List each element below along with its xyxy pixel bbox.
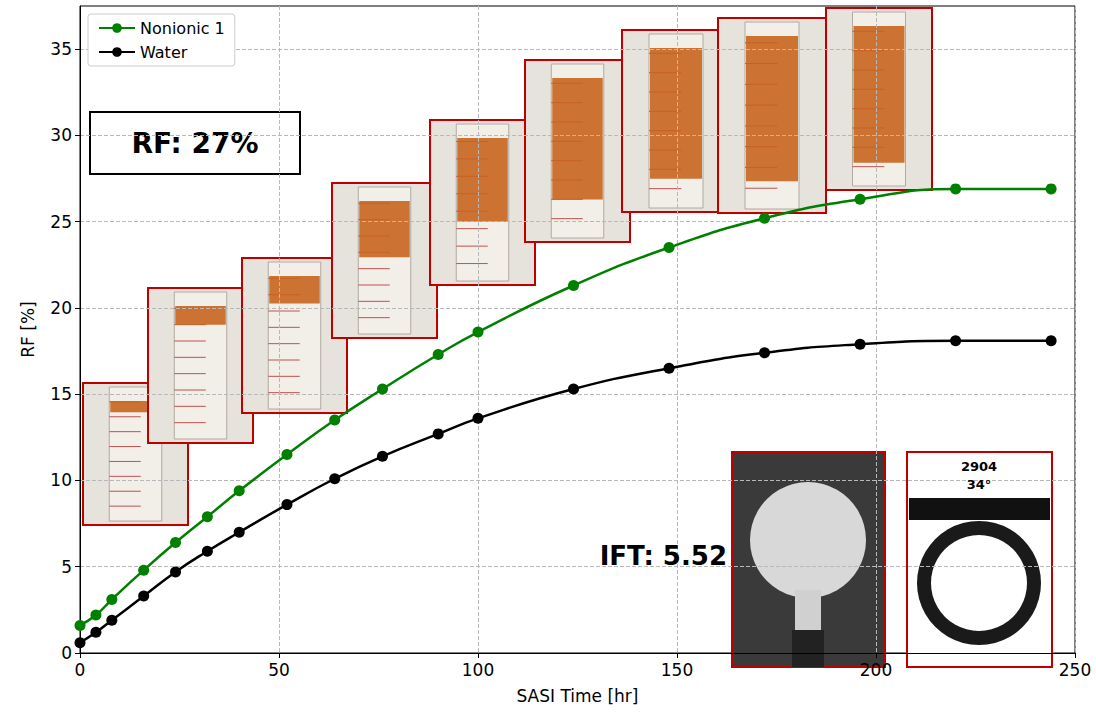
- svg-text:20: 20: [50, 298, 72, 318]
- svg-text:0: 0: [61, 643, 72, 663]
- svg-text:IFT: 5.52: IFT: 5.52: [600, 541, 727, 571]
- svg-text:150: 150: [661, 660, 693, 680]
- svg-text:2904: 2904: [961, 459, 997, 474]
- svg-text:200: 200: [860, 660, 892, 680]
- svg-text:35: 35: [50, 39, 72, 59]
- svg-text:Nonionic 1: Nonionic 1: [140, 19, 225, 38]
- svg-text:10: 10: [50, 470, 72, 490]
- svg-text:RF [%]: RF [%]: [18, 301, 38, 357]
- svg-text:100: 100: [462, 660, 494, 680]
- svg-text:SASI Time [hr]: SASI Time [hr]: [517, 686, 639, 706]
- svg-text:25: 25: [50, 212, 72, 232]
- svg-text:0: 0: [75, 660, 86, 680]
- svg-text:34°: 34°: [967, 477, 992, 492]
- svg-text:15: 15: [50, 384, 72, 404]
- svg-text:50: 50: [268, 660, 290, 680]
- svg-text:RF: 27%: RF: 27%: [131, 127, 258, 160]
- svg-text:30: 30: [50, 125, 72, 145]
- svg-text:250: 250: [1059, 660, 1091, 680]
- svg-text:5: 5: [61, 557, 72, 577]
- svg-text:Water: Water: [140, 43, 188, 62]
